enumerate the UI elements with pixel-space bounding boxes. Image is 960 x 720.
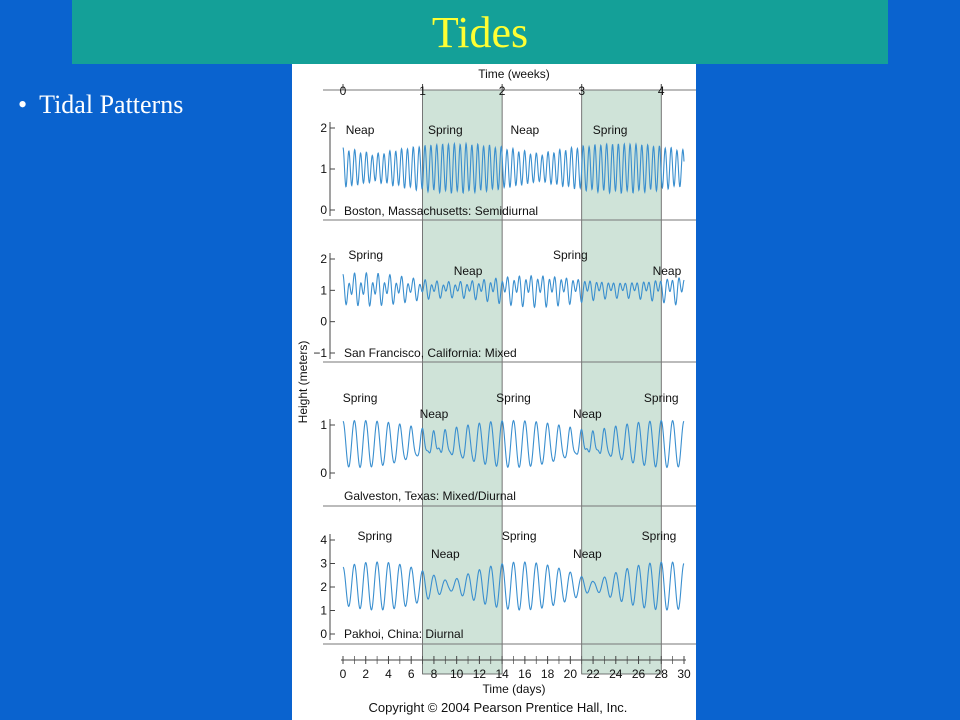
top-tick-label: 0 (340, 84, 347, 98)
top-tick-label: 2 (499, 84, 506, 98)
bottom-tick-label: 0 (340, 667, 347, 681)
bottom-tick-label: 18 (541, 667, 555, 681)
title-bar: Tides (72, 0, 888, 64)
top-axis-label: Time (weeks) (478, 67, 550, 81)
spring-label: Spring (502, 529, 537, 543)
spring-label: Spring (428, 123, 463, 137)
bullet-text: Tidal Patterns (39, 90, 184, 119)
neap-label: Neap (431, 547, 460, 561)
spring-label: Spring (553, 248, 588, 262)
chart-axes: 0 1 2 3 40 2 4 6 8 10 12 14 16 18 20 22 24 26 28 30 (340, 84, 691, 681)
spring-label: Spring (642, 529, 677, 543)
spring-label: Spring (593, 123, 628, 137)
panel-3: 0 1 Spring Neap Spring Neap Spring Galveston, T… (320, 391, 685, 503)
bottom-tick-label: 14 (495, 667, 509, 681)
panel-4: 0 1 2 3 4 Spring Neap Spring Neap Spring Pakhoi, C… (320, 529, 685, 641)
copyright-text: Copyright © 2004 Pearson Prentice Hall, … (369, 700, 628, 715)
bottom-tick-label: 2 (362, 667, 369, 681)
bottom-tick-label: 6 (408, 667, 415, 681)
tide-curve (342, 141, 685, 195)
neap-label: Neap (573, 407, 602, 421)
y-tick-label: 3 (320, 557, 327, 571)
y-tick-label: 0 (320, 315, 327, 329)
bottom-tick-label: 4 (385, 667, 392, 681)
bottom-tick-label: 8 (431, 667, 438, 681)
tide-curve (342, 561, 685, 611)
y-tick-label: 2 (320, 121, 327, 135)
neap-label: Neap (454, 264, 483, 278)
y-tick-label: 1 (320, 283, 327, 297)
tide-curve (342, 271, 685, 309)
spring-label: Spring (496, 391, 531, 405)
top-tick-label: 4 (658, 84, 665, 98)
spring-label: Spring (357, 529, 392, 543)
chart-frame (323, 89, 696, 645)
panel-caption: Galveston, Texas: Mixed/Diurnal (344, 489, 516, 503)
bottom-tick-label: 12 (473, 667, 487, 681)
y-tick-label: 1 (320, 604, 327, 618)
panel-caption: Boston, Massachusetts: Semidiurnal (344, 204, 538, 218)
bottom-tick-label: 30 (677, 667, 691, 681)
bottom-tick-label: 10 (450, 667, 464, 681)
y-tick-label: −1 (313, 346, 327, 360)
y-tick-label: 0 (320, 466, 327, 480)
bullet-dot-icon: • (18, 90, 28, 119)
panel-2: −1 0 1 2 Spring Neap Spring Neap San Francisco, … (313, 248, 685, 360)
y-tick-label: 0 (320, 203, 327, 217)
spring-label: Spring (343, 391, 378, 405)
y-tick-label: 4 (320, 533, 327, 547)
neap-label: Neap (346, 123, 375, 137)
panel-caption: Pakhoi, China: Diurnal (344, 627, 463, 641)
neap-label: Neap (653, 264, 682, 278)
neap-label: Neap (420, 407, 449, 421)
bottom-tick-label: 16 (518, 667, 532, 681)
top-tick-label: 3 (578, 84, 585, 98)
bullet-item: • Tidal Patterns (18, 90, 183, 120)
neap-label: Neap (511, 123, 540, 137)
bottom-axis-label: Time (days) (483, 682, 546, 696)
bottom-tick-label: 28 (655, 667, 669, 681)
tide-figure: 0 1 2 Neap Spring Neap Spring Boston, Massachus… (292, 64, 696, 720)
spring-label: Spring (644, 391, 679, 405)
bottom-tick-label: 22 (586, 667, 600, 681)
y-tick-label: 2 (320, 252, 327, 266)
panel-1: 0 1 2 Neap Spring Neap Spring Boston, Massachus… (320, 121, 685, 218)
y-tick-label: 0 (320, 627, 327, 641)
bottom-tick-label: 24 (609, 667, 623, 681)
y-tick-label: 2 (320, 580, 327, 594)
y-axis-label: Height (meters) (296, 341, 310, 424)
neap-label: Neap (573, 547, 602, 561)
bottom-tick-label: 20 (564, 667, 578, 681)
y-tick-label: 1 (320, 418, 327, 432)
top-tick-label: 1 (419, 84, 426, 98)
slide-title: Tides (431, 7, 529, 57)
y-tick-label: 1 (320, 162, 327, 176)
bottom-tick-label: 26 (632, 667, 646, 681)
panel-caption: San Francisco, California: Mixed (344, 346, 517, 360)
chart-panels: 0 1 2 Neap Spring Neap Spring Boston, Massachus… (313, 121, 685, 641)
tide-curve (342, 419, 685, 469)
spring-label: Spring (348, 248, 383, 262)
